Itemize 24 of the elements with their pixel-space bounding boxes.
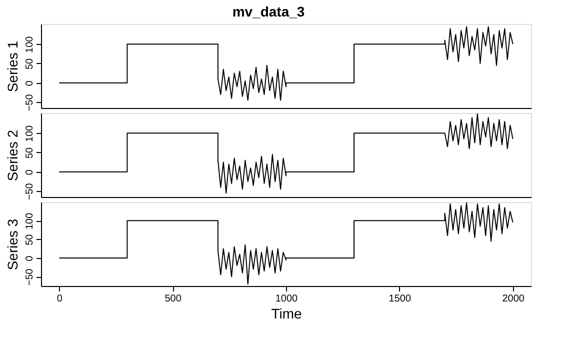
y-tick-label: 100 <box>24 124 36 142</box>
x-tick-label: 2000 <box>502 294 525 304</box>
line-series <box>58 26 514 101</box>
x-tick-label: 1500 <box>388 294 412 304</box>
y-axis-title: Series 2 <box>4 130 20 182</box>
y-axis-title: Series 3 <box>4 218 20 270</box>
y-tick-label: −50 <box>24 182 36 200</box>
y-tick-label: 50 <box>24 146 36 159</box>
y-tick-label: −50 <box>24 94 36 112</box>
line-series <box>58 113 514 194</box>
y-tick-label: 0 <box>24 255 36 262</box>
x-tick-label: 0 <box>56 294 63 304</box>
y-tick-label: 100 <box>24 212 36 230</box>
x-tick-label: 1000 <box>275 294 298 304</box>
y-tick-label: 0 <box>24 169 36 176</box>
y-axis-title: Series 1 <box>4 40 20 92</box>
x-tick-label: 500 <box>164 294 182 304</box>
y-tick-label: −50 <box>24 268 36 286</box>
y-tick-label: 50 <box>24 58 36 70</box>
y-tick-label: 0 <box>24 80 36 86</box>
chart-title: mv_data_3 <box>232 4 305 20</box>
x-axis-title: Time <box>271 306 302 322</box>
y-tick-label: 50 <box>24 234 36 246</box>
y-tick-label: 100 <box>24 36 36 53</box>
